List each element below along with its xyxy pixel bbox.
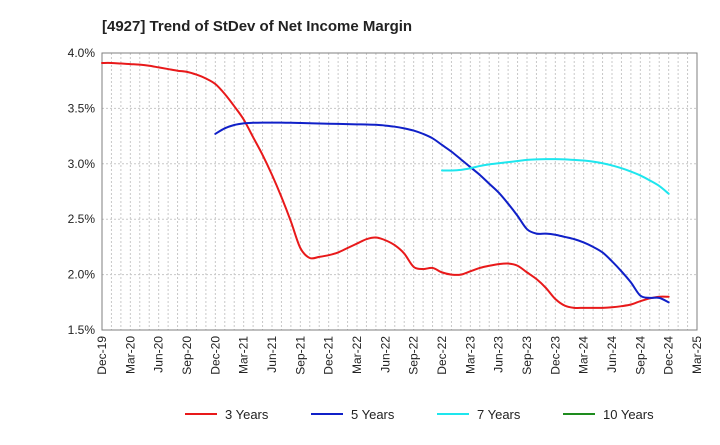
y-tick-label: 3.0% (68, 157, 96, 171)
x-tick-label: Dec-22 (435, 336, 449, 375)
series-line-3-years (101, 61, 670, 310)
y-tick-label: 1.5% (68, 323, 96, 337)
x-tick-label: Sep-22 (407, 336, 421, 375)
x-tick-label: Jun-24 (605, 336, 619, 373)
x-tick-label: Sep-20 (180, 336, 194, 375)
x-tick-label: Dec-21 (322, 336, 336, 375)
series-line-5-years (214, 121, 670, 304)
series-line-7-years (441, 158, 670, 195)
x-tick-label: Mar-25 (690, 336, 704, 374)
plot-area-frame (101, 52, 698, 331)
y-tick-label: 2.0% (68, 268, 96, 282)
x-tick-label: Jun-20 (152, 336, 166, 373)
y-tick-label: 2.5% (68, 212, 96, 226)
x-axis-ticks: Dec-19 Mar-20 Jun-20 Sep-20 Dec-20 Mar-21 Jun-… (95, 336, 704, 375)
grid-lines (101, 52, 698, 331)
x-tick-label: Mar-23 (463, 336, 477, 374)
legend-label-10-years: 10 Years (603, 407, 654, 422)
legend-label-5-years: 5 Years (351, 407, 395, 422)
x-tick-label: Dec-20 (208, 336, 222, 375)
x-tick-label: Dec-24 (662, 336, 676, 375)
y-tick-label: 3.5% (68, 101, 96, 115)
x-tick-label: Mar-21 (237, 336, 251, 374)
x-tick-label: Jun-23 (492, 336, 506, 373)
x-tick-label: Dec-23 (548, 336, 562, 375)
legend-label-7-years: 7 Years (477, 407, 521, 422)
y-axis-ticks: 1.5% 2.0% 2.5% 3.0% 3.5% 4.0% (68, 46, 96, 337)
x-tick-label: Sep-24 (633, 336, 647, 375)
x-tick-label: Sep-23 (520, 336, 534, 375)
x-tick-label: Dec-19 (95, 336, 109, 375)
series-lines (101, 61, 670, 310)
x-tick-label: Jun-21 (265, 336, 279, 373)
x-tick-label: Mar-20 (123, 336, 137, 374)
legend: 3 Years 5 Years 7 Years 10 Years (185, 407, 654, 422)
chart-title: [4927] Trend of StDev of Net Income Marg… (102, 18, 412, 35)
x-tick-label: Sep-21 (293, 336, 307, 375)
x-tick-label: Mar-22 (350, 336, 364, 374)
legend-label-3-years: 3 Years (225, 407, 269, 422)
x-tick-label: Mar-24 (577, 336, 591, 374)
y-tick-label: 4.0% (68, 46, 96, 60)
x-tick-label: Jun-22 (378, 336, 392, 373)
